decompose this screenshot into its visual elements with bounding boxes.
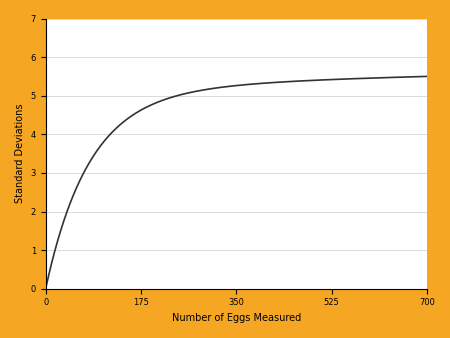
X-axis label: Number of Eggs Measured: Number of Eggs Measured [172,313,301,323]
Y-axis label: Standard Deviations: Standard Deviations [15,104,25,203]
